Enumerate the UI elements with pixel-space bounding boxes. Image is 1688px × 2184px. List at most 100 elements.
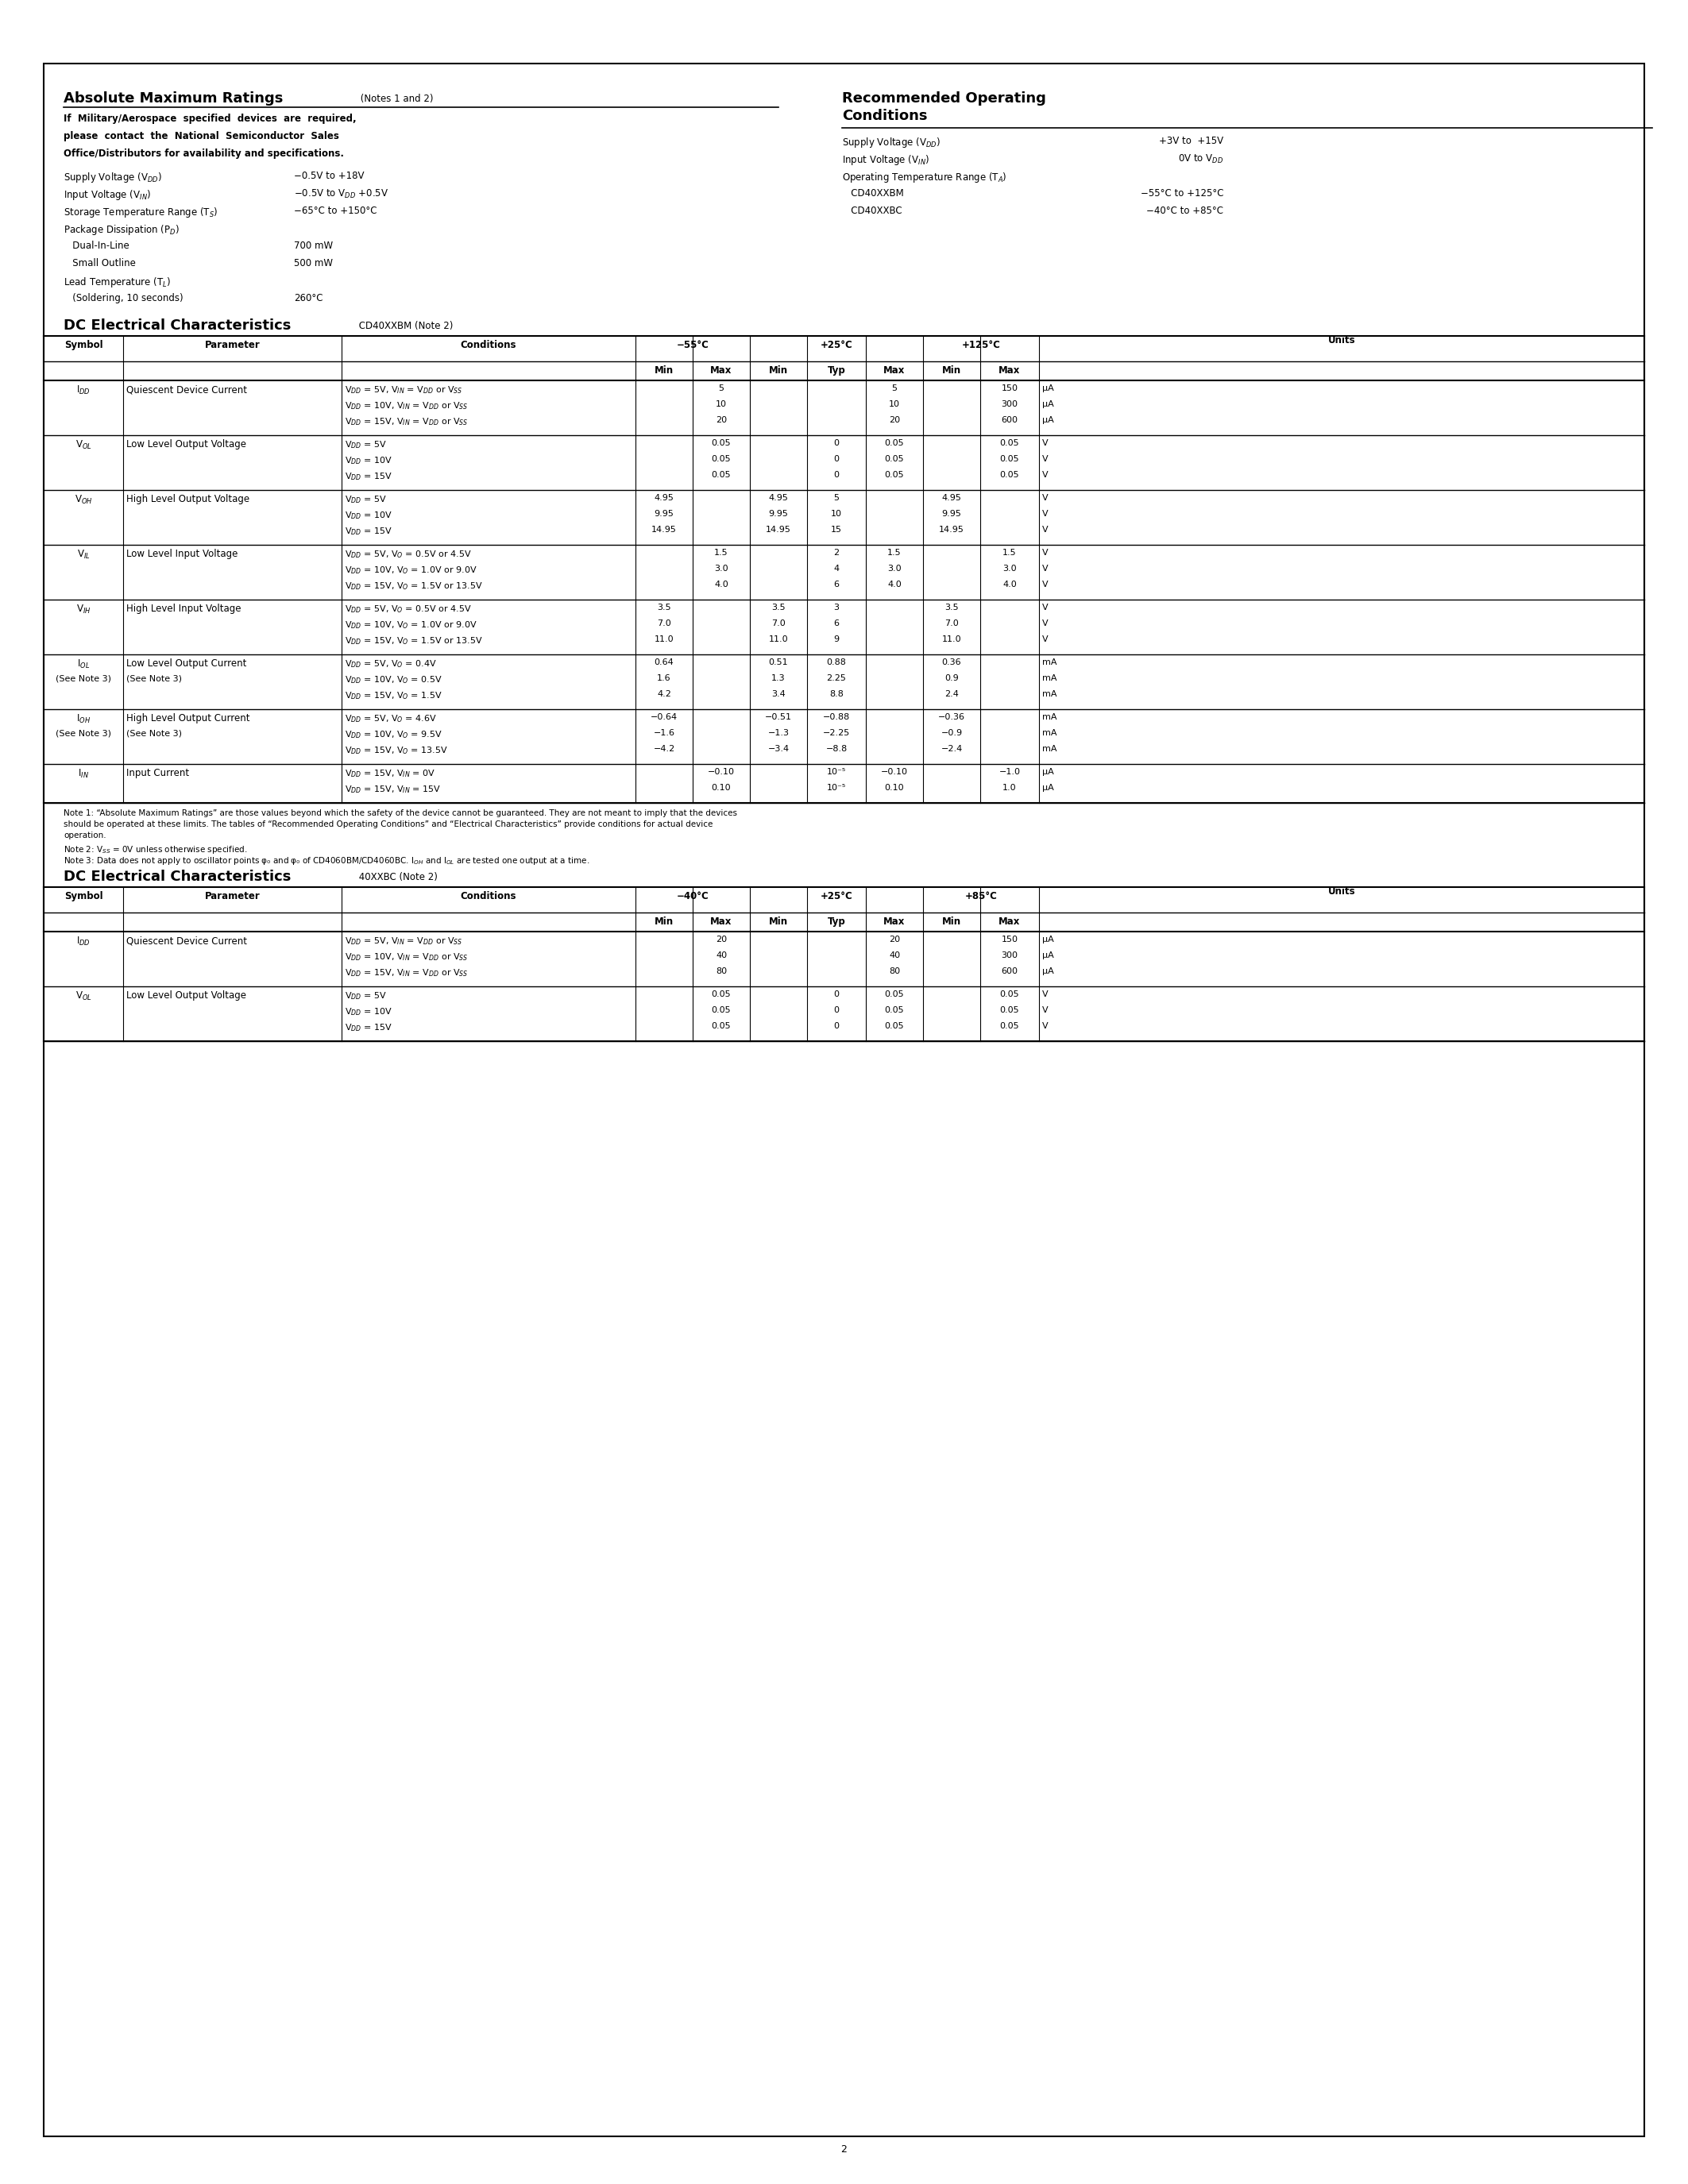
Text: Max: Max xyxy=(711,365,733,376)
Text: −4.2: −4.2 xyxy=(653,745,675,753)
Text: V$_{IL}$: V$_{IL}$ xyxy=(76,548,89,561)
Text: 0.9: 0.9 xyxy=(945,675,959,681)
Text: 80: 80 xyxy=(716,968,728,976)
Text: 0.05: 0.05 xyxy=(712,989,731,998)
Text: +25°C: +25°C xyxy=(820,341,852,349)
Text: 6: 6 xyxy=(834,581,839,587)
Text: Min: Min xyxy=(655,917,674,926)
Text: 3.0: 3.0 xyxy=(714,566,728,572)
Text: 0.05: 0.05 xyxy=(999,454,1020,463)
Text: −40°C: −40°C xyxy=(677,891,709,902)
Text: 500 mW: 500 mW xyxy=(294,258,333,269)
Text: V: V xyxy=(1041,548,1048,557)
Text: V$_{DD}$ = 5V, V$_O$ = 0.5V or 4.5V: V$_{DD}$ = 5V, V$_O$ = 0.5V or 4.5V xyxy=(344,603,471,614)
Text: Conditions: Conditions xyxy=(842,109,927,122)
Text: 7.0: 7.0 xyxy=(945,620,959,627)
Text: mA: mA xyxy=(1041,714,1057,721)
Text: 10⁻⁵: 10⁻⁵ xyxy=(827,769,846,775)
Text: 4.0: 4.0 xyxy=(888,581,901,587)
Text: V$_{DD}$ = 15V, V$_{IN}$ = V$_{DD}$ or V$_{SS}$: V$_{DD}$ = 15V, V$_{IN}$ = V$_{DD}$ or V… xyxy=(344,417,468,428)
Text: 4.0: 4.0 xyxy=(714,581,728,587)
Text: 2.25: 2.25 xyxy=(827,675,846,681)
Text: 20: 20 xyxy=(716,417,728,424)
Text: 7.0: 7.0 xyxy=(657,620,672,627)
Text: 0.05: 0.05 xyxy=(999,439,1020,448)
Text: 5: 5 xyxy=(834,494,839,502)
Text: Note 1: “Absolute Maximum Ratings” are those values beyond which the safety of t: Note 1: “Absolute Maximum Ratings” are t… xyxy=(64,810,738,817)
Text: −2.25: −2.25 xyxy=(822,729,851,736)
Text: Min: Min xyxy=(942,365,960,376)
Text: mA: mA xyxy=(1041,675,1057,681)
Text: 10: 10 xyxy=(716,400,728,408)
Text: 0.10: 0.10 xyxy=(712,784,731,793)
Text: μA: μA xyxy=(1041,952,1053,959)
Text: 3.4: 3.4 xyxy=(771,690,785,699)
Text: Min: Min xyxy=(655,365,674,376)
Text: 4.2: 4.2 xyxy=(657,690,672,699)
Text: mA: mA xyxy=(1041,690,1057,699)
Text: −8.8: −8.8 xyxy=(825,745,847,753)
Text: 2: 2 xyxy=(834,548,839,557)
Text: Units: Units xyxy=(1328,334,1355,345)
Text: 0.05: 0.05 xyxy=(712,439,731,448)
Text: Min: Min xyxy=(942,917,960,926)
Text: V$_{DD}$ = 5V, V$_O$ = 0.5V or 4.5V: V$_{DD}$ = 5V, V$_O$ = 0.5V or 4.5V xyxy=(344,548,471,559)
Text: 5: 5 xyxy=(891,384,898,393)
Text: 7.0: 7.0 xyxy=(771,620,785,627)
Text: (Soldering, 10 seconds): (Soldering, 10 seconds) xyxy=(64,293,184,304)
Text: −0.9: −0.9 xyxy=(940,729,962,736)
Text: Operating Temperature Range (T$_A$): Operating Temperature Range (T$_A$) xyxy=(842,170,1008,183)
Text: Recommended Operating: Recommended Operating xyxy=(842,92,1047,105)
Text: 14.95: 14.95 xyxy=(652,526,677,533)
Text: V: V xyxy=(1041,636,1048,644)
Text: 0.05: 0.05 xyxy=(999,472,1020,478)
Text: 260°C: 260°C xyxy=(294,293,322,304)
Text: 0.05: 0.05 xyxy=(999,1007,1020,1013)
Text: Package Dissipation (P$_D$): Package Dissipation (P$_D$) xyxy=(64,223,179,236)
Text: Min: Min xyxy=(770,365,788,376)
Text: μA: μA xyxy=(1041,935,1053,943)
Text: mA: mA xyxy=(1041,745,1057,753)
Text: −0.51: −0.51 xyxy=(765,714,792,721)
Text: mA: mA xyxy=(1041,729,1057,736)
Text: (Notes 1 and 2): (Notes 1 and 2) xyxy=(358,94,434,105)
Text: 0V to V$_{DD}$: 0V to V$_{DD}$ xyxy=(1178,153,1224,166)
Text: 3.0: 3.0 xyxy=(1003,566,1016,572)
Text: V: V xyxy=(1041,989,1048,998)
Text: Low Level Output Current: Low Level Output Current xyxy=(127,657,246,668)
Text: 9.95: 9.95 xyxy=(655,509,674,518)
Text: V$_{DD}$ = 15V, V$_{IN}$ = V$_{DD}$ or V$_{SS}$: V$_{DD}$ = 15V, V$_{IN}$ = V$_{DD}$ or V… xyxy=(344,968,468,978)
Text: V: V xyxy=(1041,603,1048,612)
Text: Storage Temperature Range (T$_S$): Storage Temperature Range (T$_S$) xyxy=(64,205,218,218)
Text: please  contact  the  National  Semiconductor  Sales: please contact the National Semiconducto… xyxy=(64,131,339,142)
Text: DC Electrical Characteristics: DC Electrical Characteristics xyxy=(64,869,290,885)
Text: (See Note 3): (See Note 3) xyxy=(56,675,111,681)
Text: 10⁻⁵: 10⁻⁵ xyxy=(827,784,846,793)
Text: −0.88: −0.88 xyxy=(822,714,851,721)
Text: 0.10: 0.10 xyxy=(885,784,905,793)
Text: Max: Max xyxy=(711,917,733,926)
Text: V: V xyxy=(1041,566,1048,572)
Text: 9.95: 9.95 xyxy=(768,509,788,518)
Text: Conditions: Conditions xyxy=(461,341,517,349)
Text: 9.95: 9.95 xyxy=(942,509,962,518)
Text: 0.05: 0.05 xyxy=(885,989,905,998)
Text: V$_{DD}$ = 10V, V$_{IN}$ = V$_{DD}$ or V$_{SS}$: V$_{DD}$ = 10V, V$_{IN}$ = V$_{DD}$ or V… xyxy=(344,952,468,963)
Text: Max: Max xyxy=(883,365,905,376)
Text: V: V xyxy=(1041,620,1048,627)
Text: High Level Output Current: High Level Output Current xyxy=(127,714,250,723)
Text: 0.05: 0.05 xyxy=(885,1022,905,1031)
Text: 15: 15 xyxy=(830,526,842,533)
Text: +85°C: +85°C xyxy=(966,891,998,902)
Text: Note 2: V$_{SS}$ = 0V unless otherwise specified.: Note 2: V$_{SS}$ = 0V unless otherwise s… xyxy=(64,845,248,856)
Text: −0.10: −0.10 xyxy=(881,769,908,775)
Text: 10: 10 xyxy=(890,400,900,408)
Text: V$_{DD}$ = 10V, V$_O$ = 0.5V: V$_{DD}$ = 10V, V$_O$ = 0.5V xyxy=(344,675,442,686)
Text: 3: 3 xyxy=(834,603,839,612)
Text: 600: 600 xyxy=(1001,417,1018,424)
Text: Low Level Input Voltage: Low Level Input Voltage xyxy=(127,548,238,559)
Text: 0.64: 0.64 xyxy=(655,657,674,666)
Text: 40XXBC (Note 2): 40XXBC (Note 2) xyxy=(356,871,437,882)
Text: V$_{DD}$ = 5V, V$_O$ = 4.6V: V$_{DD}$ = 5V, V$_O$ = 4.6V xyxy=(344,714,437,725)
Text: If  Military/Aerospace  specified  devices  are  required,: If Military/Aerospace specified devices … xyxy=(64,114,356,124)
